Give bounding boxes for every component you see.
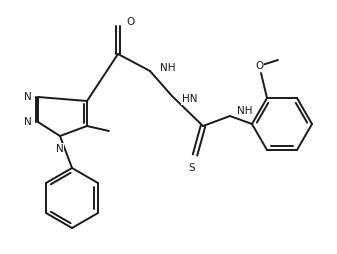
Text: N: N [24, 117, 32, 127]
Text: O: O [255, 61, 263, 71]
Text: HN: HN [182, 94, 197, 104]
Text: N: N [24, 92, 32, 102]
Text: NH: NH [160, 63, 176, 73]
Text: O: O [126, 17, 134, 27]
Text: N: N [56, 144, 64, 154]
Text: S: S [189, 163, 195, 173]
Text: NH: NH [237, 106, 252, 116]
